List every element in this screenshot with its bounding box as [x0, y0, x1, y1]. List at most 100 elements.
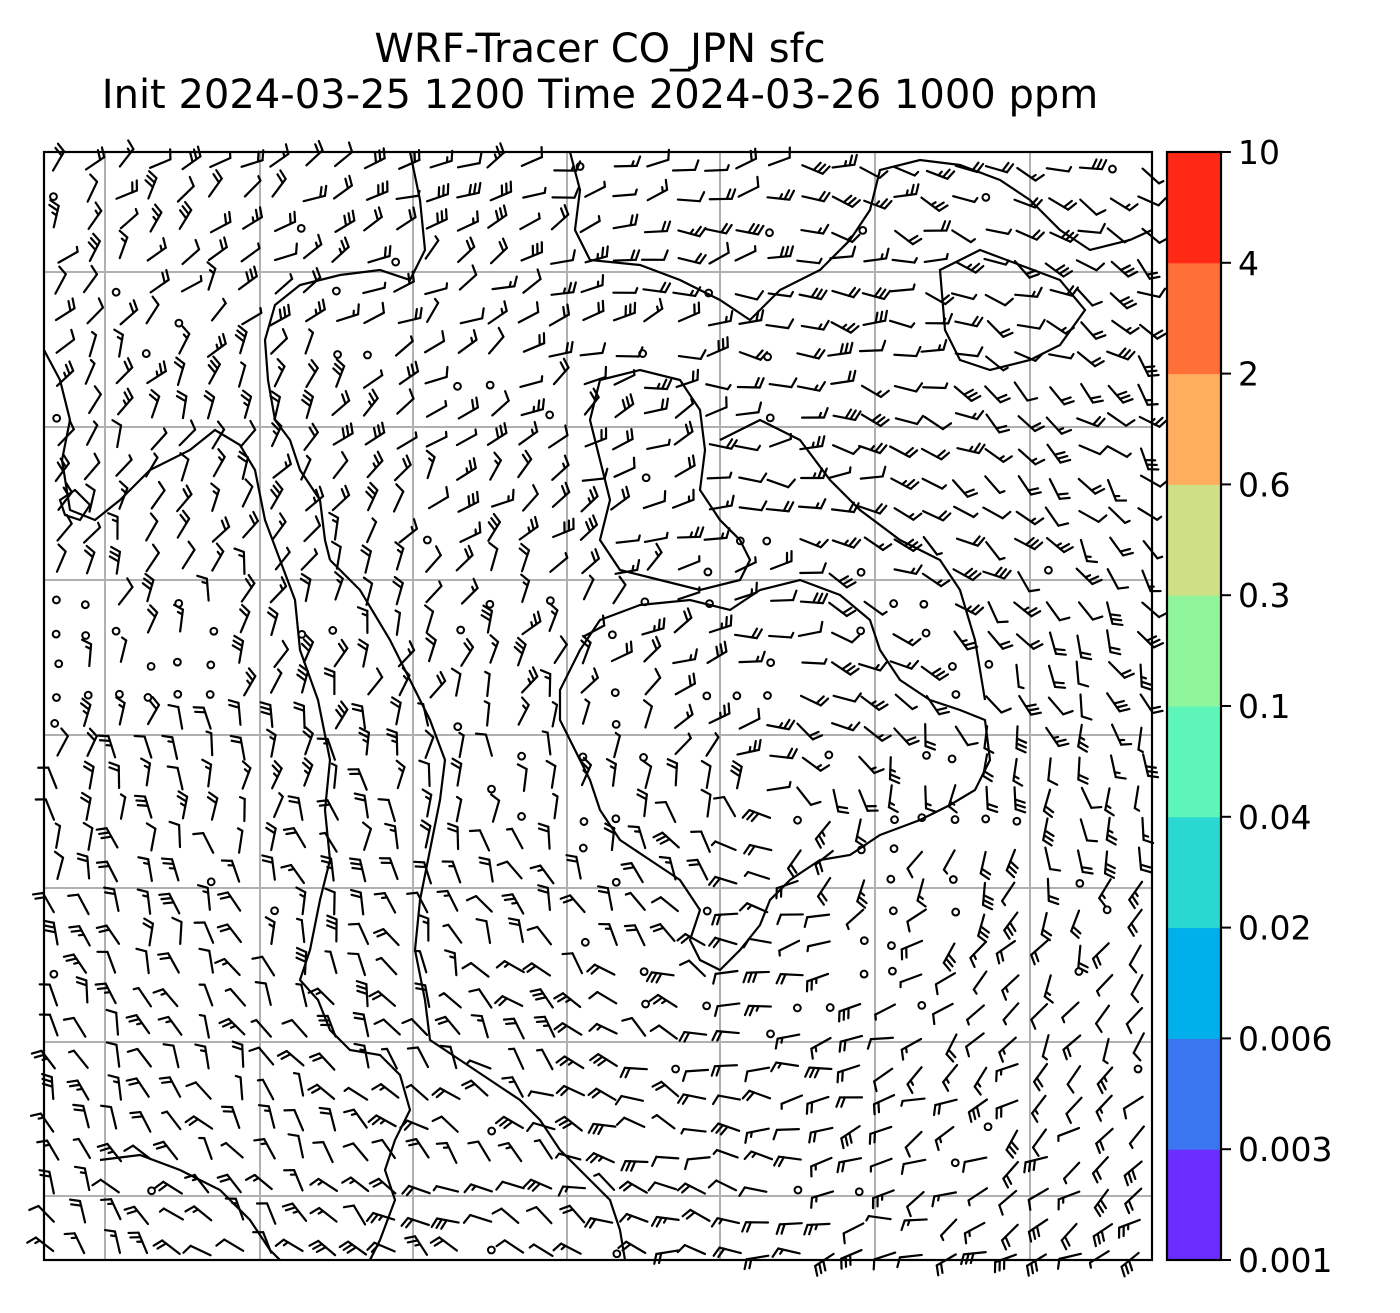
wind-barb-feather [841, 1069, 844, 1082]
wind-barb-feather [1044, 990, 1052, 996]
wind-barb-feather [149, 604, 159, 614]
wind-barb-feather [349, 888, 362, 894]
wind-barb-feather [496, 860, 509, 867]
wind-barb-feather [1120, 669, 1132, 676]
wind-barb-feather [1144, 765, 1157, 769]
colorbar-tick-label-8: 2 [1238, 355, 1259, 394]
wind-barb-feather [714, 1005, 719, 1018]
wind-barb-feather [70, 328, 76, 341]
wind-barb-feather [889, 773, 901, 780]
wind-barb-feather [594, 548, 600, 560]
wind-barb-feather [1014, 798, 1026, 804]
wind-barb-feather [1117, 347, 1127, 358]
wind-barb-feather [686, 607, 693, 619]
wind-barb-shaft [1079, 818, 1089, 842]
wind-barb-feather [1132, 1051, 1142, 1062]
wind-barb-feather [878, 444, 888, 455]
wind-barb-feather [1000, 707, 1012, 714]
wind-barb-feather [788, 780, 792, 788]
wind-barb-feather [970, 262, 981, 272]
wind-barb-feather [910, 183, 915, 196]
wind-barb-feather [350, 893, 363, 899]
wind-barb-feather [1105, 838, 1117, 846]
wind-barb-feather [434, 235, 440, 242]
wind-barb-feather [95, 924, 108, 930]
wind-barb-feather [1122, 299, 1134, 307]
wind-barb-feather [470, 336, 474, 344]
calm-wind-marker [487, 784, 496, 794]
wind-barb-feather [472, 577, 479, 590]
calm-wind-marker [333, 350, 342, 359]
wind-barb-feather [89, 358, 96, 365]
wind-barb-feather [259, 701, 272, 707]
wind-barb-feather [878, 170, 889, 179]
wind-barb-feather [368, 400, 373, 408]
wind-barb-shaft [486, 702, 491, 727]
wind-barb-shaft [734, 293, 759, 301]
wind-barb-feather [791, 589, 798, 602]
wind-barb-feather [505, 827, 514, 831]
wind-barb-feather [468, 988, 481, 993]
wind-barb-feather [398, 767, 405, 773]
wind-barb-feather [1030, 1018, 1037, 1030]
wind-barb-feather [1080, 866, 1093, 870]
wind-barb-feather [198, 947, 211, 952]
wind-barb-feather [531, 666, 539, 678]
wind-barb-feather [252, 510, 260, 523]
wind-barbs [26, 139, 1170, 1278]
wind-barb-feather [976, 1081, 982, 1088]
wind-barb-feather [415, 987, 428, 992]
wind-barb-feather [689, 654, 693, 662]
wind-barb-feather [904, 1046, 908, 1054]
wind-barb-shaft [363, 311, 385, 325]
wind-barb-feather [487, 521, 496, 532]
wind-barb-feather [775, 973, 782, 985]
wind-barb-feather [343, 236, 350, 249]
calm-wind-marker [1102, 905, 1112, 915]
wind-barb-feather [287, 303, 291, 316]
wind-barb-feather [372, 426, 378, 439]
wind-barb-feather [192, 832, 205, 836]
wind-barb-shaft [484, 733, 494, 757]
lat-lon-gridlines [44, 152, 1152, 1260]
wind-barb-feather [938, 710, 951, 716]
wind-barb-feather [889, 768, 897, 773]
wind-barb-feather [1062, 199, 1073, 209]
wind-barb-shaft [863, 600, 884, 616]
wind-barb-feather [742, 937, 751, 949]
wind-barb-shaft [1016, 323, 1041, 330]
wind-barb-feather [1043, 834, 1054, 842]
wind-barb-feather [747, 971, 753, 984]
wind-barb-feather [535, 1020, 548, 1024]
wind-barb-feather [1104, 862, 1116, 870]
wind-barb-feather [527, 677, 532, 685]
wind-barb-shaft [416, 891, 429, 914]
wind-barb-feather [753, 739, 757, 753]
wind-barb-feather [786, 867, 795, 878]
calm-wind-marker [640, 597, 650, 607]
wind-barb-shaft [658, 1024, 678, 1040]
wind-barb-feather [537, 822, 550, 828]
wind-barb-feather [319, 831, 327, 835]
wind-barb-shaft [1142, 540, 1159, 560]
wind-barb-feather [201, 580, 209, 585]
wind-barb-feather [683, 1031, 691, 1043]
calm-wind-marker [172, 657, 182, 667]
wind-barb-feather [418, 759, 430, 766]
wind-barb-shaft [145, 950, 150, 975]
wind-barb-shaft [734, 561, 757, 573]
wind-barb-shaft [1106, 227, 1126, 244]
wind-barb-shaft [455, 433, 478, 447]
wind-barb-shaft [596, 990, 618, 1005]
calm-wind-marker [206, 877, 216, 887]
wind-barb-feather [287, 867, 296, 872]
wind-barb-shaft [827, 471, 851, 480]
calm-wind-marker [705, 599, 714, 609]
calm-wind-marker [580, 937, 590, 947]
wind-barb-feather [1041, 928, 1053, 937]
wind-barb-feather [234, 1074, 242, 1079]
wind-barb-feather [1008, 921, 1017, 933]
wind-barb-feather [911, 705, 918, 711]
wind-barb-feather [665, 531, 669, 539]
wind-barb-feather [347, 922, 361, 926]
